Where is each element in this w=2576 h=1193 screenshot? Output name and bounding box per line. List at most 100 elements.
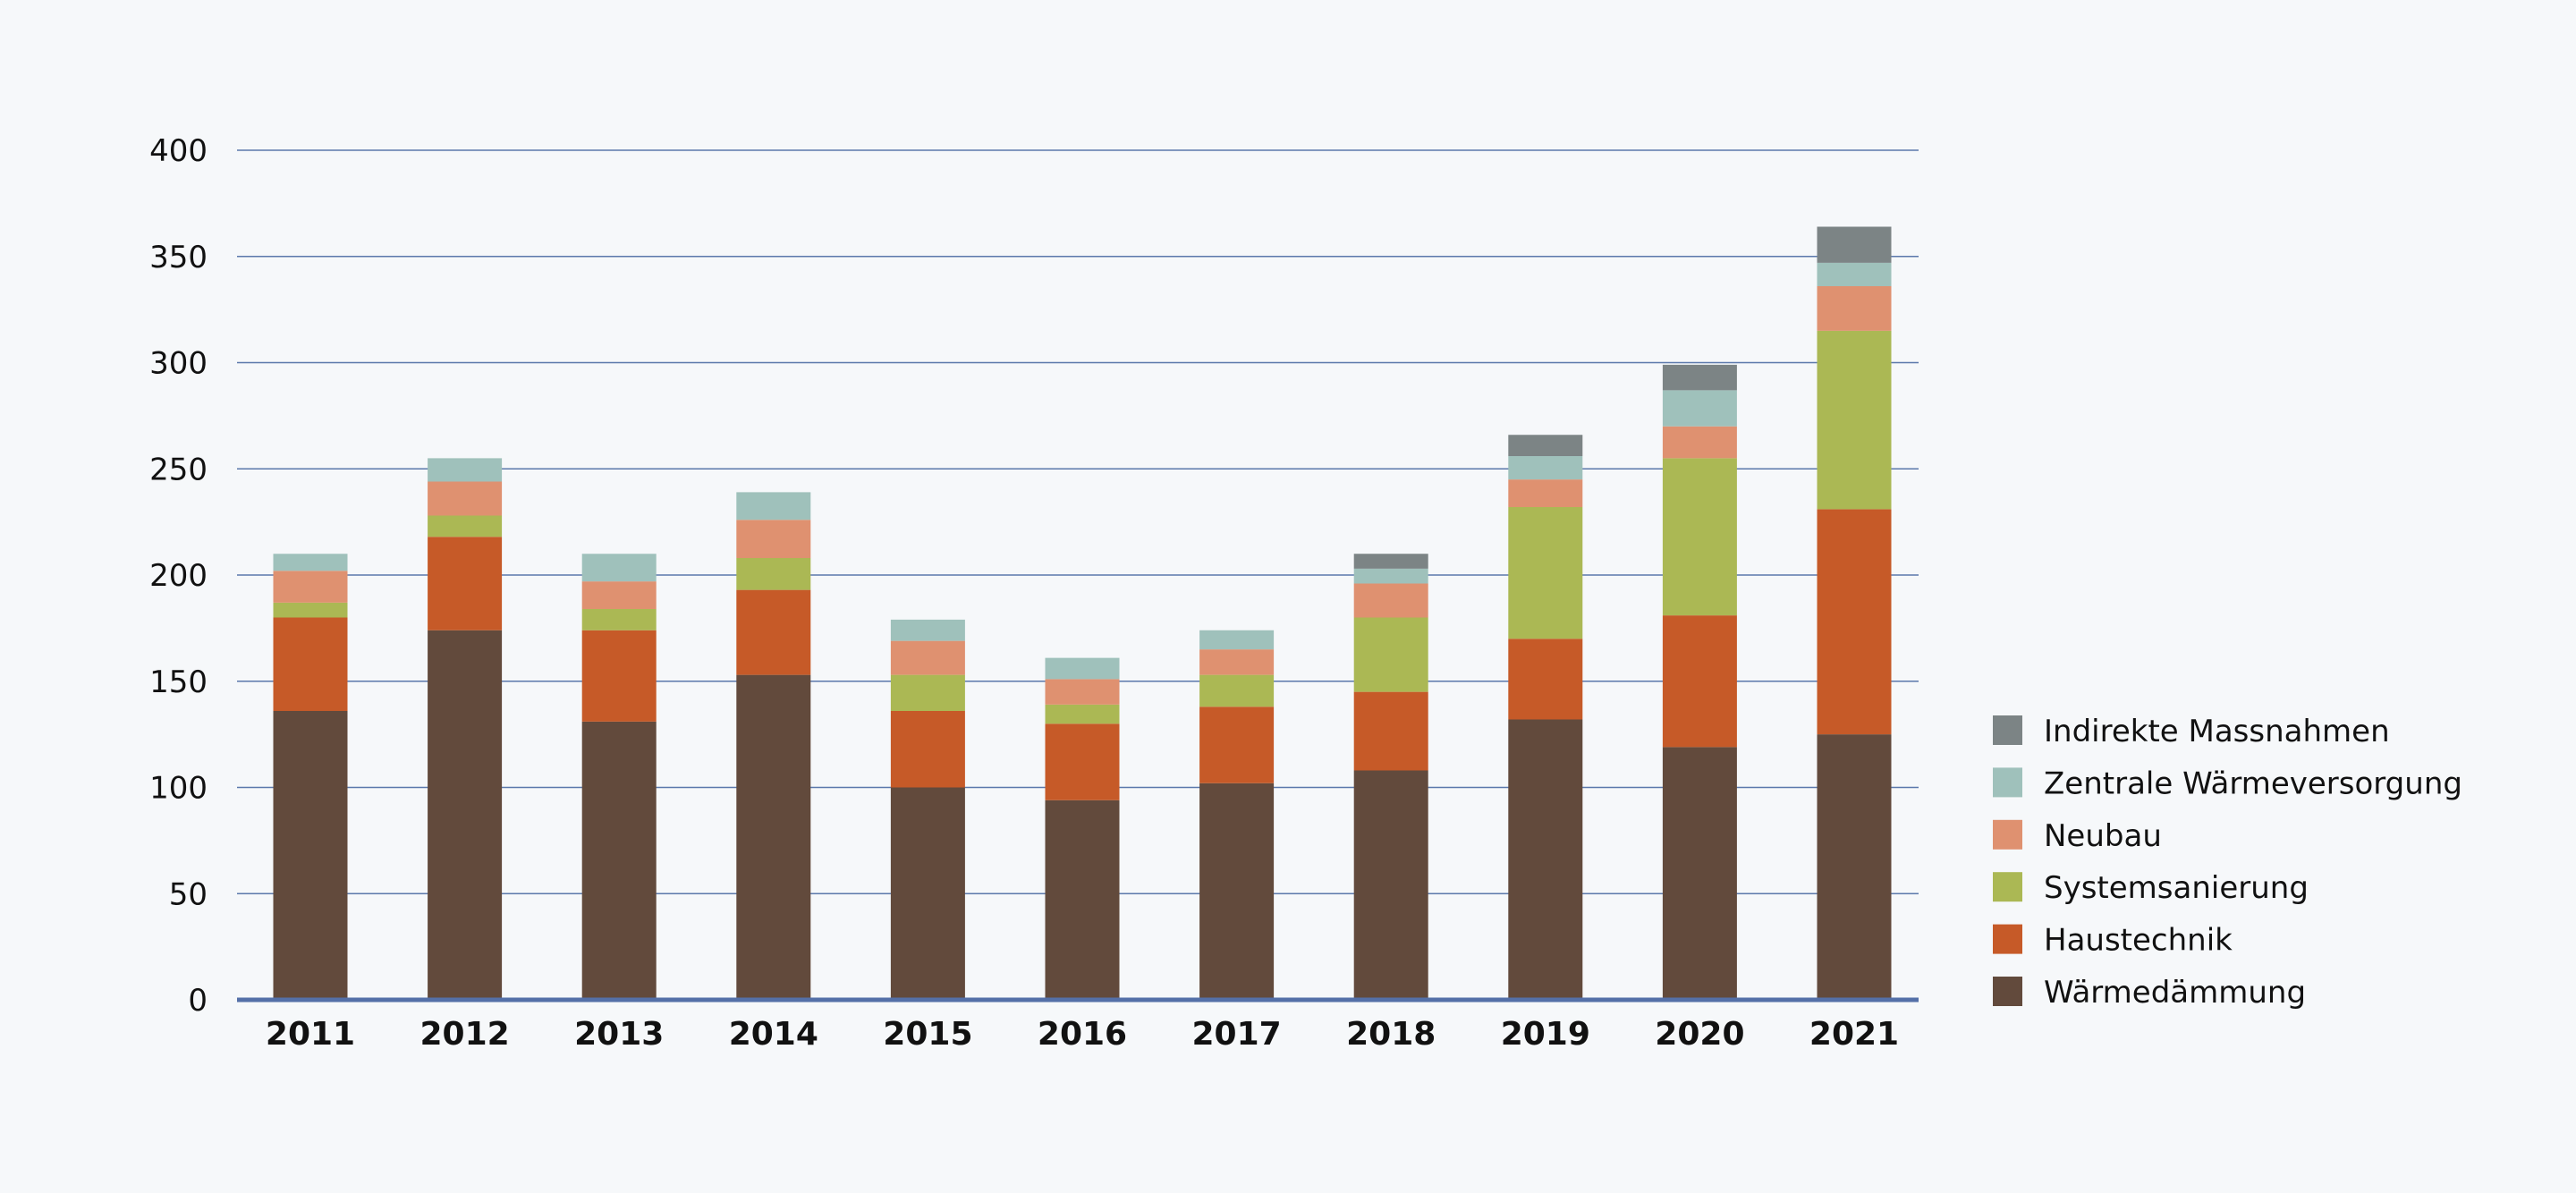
bar-segment-2011-1 [273,617,348,711]
bar-segment-2017-1 [1199,706,1275,783]
legend-swatch [1993,767,2022,798]
x-tick-label: 2012 [419,1016,509,1053]
y-tick-label: 400 [149,133,208,169]
bar-stack-2015 [890,619,965,1000]
x-tick-label: 2011 [266,1016,355,1053]
bar-segment-2013-0 [581,721,657,1000]
legend: Indirekte Massnahmen Zentrale Wärmeversor… [1993,714,2462,1011]
bar-segment-2016-1 [1045,723,1120,800]
bar-segment-2013-1 [581,630,657,722]
y-tick-label: 50 [169,876,208,912]
bar-segment-2017-3 [1199,649,1275,675]
bar-segment-2020-5 [1662,364,1737,391]
y-tick-label: 0 [188,983,208,1019]
legend-entry: Systemsanierung [1993,870,2309,906]
bar-segment-2019-2 [1508,507,1583,639]
bar-stack-2017 [1199,630,1275,1000]
x-tick-label: 2020 [1655,1016,1744,1053]
legend-label: Indirekte Massnahmen [2044,714,2390,749]
bar-segment-2019-5 [1508,435,1583,456]
bar-segment-2017-2 [1199,674,1275,707]
bar-segment-2014-4 [736,492,811,520]
bar-segment-2012-2 [428,515,503,537]
legend-entry: Zentrale Wärmeversorgung [1993,766,2462,801]
bar-segment-2011-3 [273,571,348,603]
bar-segment-2016-3 [1045,679,1120,705]
x-tick-label: 2018 [1346,1016,1436,1053]
legend-label: Systemsanierung [2044,870,2309,906]
x-tick-label: 2015 [883,1016,972,1053]
bar-segment-2014-2 [736,558,811,590]
bar-stack-2014 [736,492,811,1000]
bar-segment-2016-4 [1045,657,1120,680]
y-tick-label: 250 [149,452,208,487]
bar-stack-2013 [581,554,657,1000]
bar-segment-2021-4 [1817,262,1892,286]
bar-stack-2020 [1662,364,1737,1000]
bar-stack-2012 [428,458,503,1000]
legend-entry: Neubau [1993,818,2162,854]
bar-segment-2013-4 [581,554,657,582]
bar-segment-2021-5 [1817,226,1892,263]
x-tick-label: 2019 [1501,1016,1590,1053]
bar-segment-2021-2 [1817,330,1892,510]
bar-segment-2018-2 [1353,617,1428,692]
bar-segment-2013-2 [581,609,657,630]
bar-segment-2011-2 [273,602,348,618]
bar-segment-2018-1 [1353,691,1428,771]
bar-segment-2020-4 [1662,390,1737,427]
bar-stack-2016 [1045,657,1120,1000]
bar-segment-2016-2 [1045,704,1120,724]
bar-segment-2018-0 [1353,770,1428,1000]
bar-segment-2012-3 [428,481,503,516]
bar-segment-2019-4 [1508,456,1583,480]
bar-segment-2019-0 [1508,719,1583,1000]
legend-label: Zentrale Wärmeversorgung [2044,766,2462,801]
legend-swatch [1993,924,2022,954]
legend-entry: Wärmedämmung [1993,975,2306,1011]
y-tick-label: 150 [149,664,208,700]
bar-segment-2020-0 [1662,747,1737,1000]
bar-segment-2017-4 [1199,630,1275,650]
legend-swatch [1993,819,2022,850]
x-axis-ticks: 2011 2012 2013 2014 2015 2016 2017 2018 2019 2020… [266,1016,1899,1053]
bar-segment-2019-1 [1508,639,1583,720]
bar-stack-2021 [1817,226,1892,1000]
bar-stack-2018 [1353,554,1428,1000]
bar-segment-2015-1 [890,711,965,788]
bar-segment-2014-0 [736,674,811,1000]
y-tick-label: 100 [149,771,208,807]
bar-segment-2011-0 [273,711,348,1000]
bar-segment-2017-0 [1199,783,1275,1000]
bar-stack-2019 [1508,435,1583,1000]
bar-segment-2021-1 [1817,509,1892,735]
bar-segment-2020-2 [1662,458,1737,616]
y-axis-ticks: 0 50 100 150 200 250 300 350 400 [149,133,208,1019]
y-tick-label: 200 [149,558,208,594]
bar-segment-2018-4 [1353,568,1428,584]
legend-swatch [1993,872,2022,902]
bar-segment-2020-1 [1662,615,1737,748]
bar-segment-2015-0 [890,787,965,1000]
x-tick-label: 2013 [574,1016,664,1053]
x-tick-label: 2014 [729,1016,818,1053]
legend-label: Wärmedämmung [2044,975,2306,1011]
bar-segment-2021-0 [1817,734,1892,1000]
legend-entry: Indirekte Massnahmen [1993,714,2390,749]
bar-segment-2014-1 [736,589,811,675]
bars [273,226,1892,1000]
bar-segment-2018-5 [1353,554,1428,569]
legend-label: Haustechnik [2044,923,2233,959]
bar-segment-2021-3 [1817,286,1892,331]
bar-segment-2011-4 [273,554,348,571]
legend-label: Neubau [2044,818,2162,854]
bar-segment-2013-3 [581,581,657,609]
bar-segment-2012-1 [428,537,503,630]
x-tick-label: 2017 [1191,1016,1281,1053]
legend-swatch [1993,977,2022,1006]
x-tick-label: 2016 [1038,1016,1127,1053]
bar-stack-2011 [273,554,348,1000]
bar-segment-2020-3 [1662,426,1737,459]
